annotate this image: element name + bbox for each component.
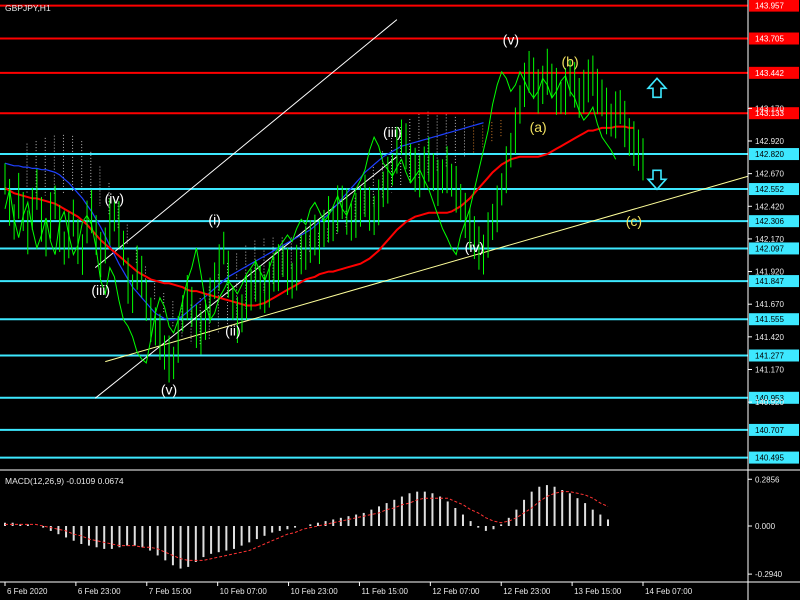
trend-channel (94, 19, 749, 399)
lagging-span (4, 70, 617, 364)
x-tick-label: 11 Feb 15:00 (361, 587, 408, 596)
wave-label: (v) (503, 31, 519, 47)
wave-label: (b) (562, 54, 579, 70)
red-moving-average (4, 125, 634, 307)
level-tag (749, 148, 799, 161)
level-tag (749, 66, 799, 79)
level-label: 142.097 (755, 244, 784, 253)
level-tag (749, 183, 799, 196)
y-tick-label: 142.170 (755, 235, 784, 244)
y-tick-label: 140.920 (755, 398, 784, 407)
support-trendline (105, 175, 749, 363)
time-axis: 6 Feb 2020 6 Feb 23:00 7 Feb 15:00 10 Feb 0… (4, 582, 693, 596)
macd-tick-label: 0.2856 (755, 475, 780, 484)
ichimoku-cloud (26, 111, 502, 345)
level-label: 141.277 (755, 352, 784, 361)
level-label: 142.552 (755, 185, 784, 194)
wave-label: (a) (530, 119, 547, 135)
indicator-lines (4, 122, 634, 321)
level-tag (749, 313, 799, 326)
level-tag (749, 32, 799, 45)
level-tag (749, 423, 799, 436)
macd-panel: 0.2856 0.000 -0.2940 (4, 475, 783, 579)
wave-labels: (iv) (iii) (v) (i) (ii) (iii) (iv) (v) (a) (b) (c) (91, 31, 642, 397)
y-tick-label: 143.170 (755, 104, 784, 113)
level-label: 142.306 (755, 217, 784, 226)
price-series (4, 48, 644, 383)
wave-label: (iii) (91, 282, 110, 298)
x-tick-label: 10 Feb 23:00 (291, 587, 339, 596)
macd-tick-label: 0.000 (755, 522, 776, 531)
level-label: 140.707 (755, 426, 784, 435)
level-label: 140.953 (755, 394, 784, 403)
x-tick-label: 12 Feb 23:00 (503, 587, 551, 596)
level-tag (749, 349, 799, 362)
wave-label: (ii) (225, 323, 241, 339)
channel-upper (94, 19, 398, 269)
wave-label: (i) (208, 212, 220, 228)
level-label: 143.133 (755, 109, 784, 118)
y-tick-label: 141.920 (755, 268, 784, 277)
y-tick-label: 142.920 (755, 137, 784, 146)
x-tick-label: 7 Feb 15:00 (149, 587, 192, 596)
y-tick-label: 141.420 (755, 333, 784, 342)
x-tick-label: 10 Feb 07:00 (220, 587, 268, 596)
level-tag (749, 275, 799, 288)
x-tick-label: 6 Feb 2020 (7, 587, 48, 596)
x-tick-label: 14 Feb 07:00 (645, 587, 693, 596)
blue-line (4, 122, 484, 321)
level-label: 140.495 (755, 454, 784, 463)
up-arrow-icon (646, 77, 668, 99)
level-label: 141.555 (755, 315, 784, 324)
y-tick-label: 141.170 (755, 365, 784, 374)
wave-label: (iii) (383, 124, 402, 140)
down-arrow-icon (646, 169, 668, 191)
x-tick-label: 13 Feb 15:00 (574, 587, 622, 596)
level-label: 143.957 (755, 2, 784, 11)
level-label: 142.820 (755, 150, 784, 159)
level-tag (749, 107, 799, 120)
y-tick-label: 142.670 (755, 170, 784, 179)
level-tag (749, 0, 799, 12)
y-tick-label: 141.670 (755, 300, 784, 309)
y-tick-label: 142.420 (755, 202, 784, 211)
level-label: 141.847 (755, 277, 784, 286)
level-tag (749, 451, 799, 464)
horizontal-levels: 143.957 143.705 143.442 143.133 142.820 142.5… (0, 0, 799, 464)
wave-label: (c) (626, 213, 642, 229)
level-tag (749, 215, 799, 228)
level-tag (749, 391, 799, 404)
level-label: 143.442 (755, 69, 784, 78)
symbol-title: GBPJPY,H1 (5, 3, 51, 13)
signal-arrows (646, 77, 668, 191)
macd-tick-label: -0.2940 (755, 570, 783, 579)
x-tick-label: 6 Feb 23:00 (78, 587, 121, 596)
x-tick-label: 12 Feb 07:00 (432, 587, 480, 596)
level-label: 143.705 (755, 35, 784, 44)
wave-label: (v) (161, 381, 177, 397)
wave-label: (iv) (465, 239, 484, 255)
wave-label: (iv) (105, 191, 124, 207)
macd-signal-line (5, 491, 609, 561)
macd-title: MACD(12,26,9) -0.0109 0.0674 (5, 476, 124, 486)
level-tag (749, 242, 799, 255)
